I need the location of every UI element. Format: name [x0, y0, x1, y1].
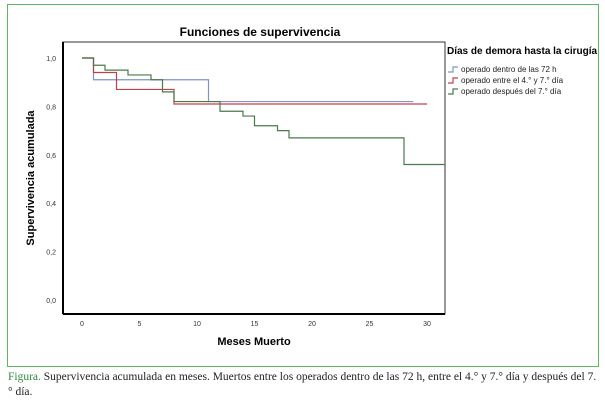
figure-frame [7, 4, 599, 367]
x-axis-label: Meses Muerto [217, 336, 291, 348]
y-tick-label: 0,2 [46, 250, 56, 257]
legend-swatch [448, 66, 458, 73]
survival-chart: Funciones de supervivencia Supervivencia… [25, 25, 597, 348]
legend-title: Días de demora hasta la cirugía [447, 46, 597, 57]
y-tick-label: 0,8 [46, 104, 56, 111]
legend-item-label: operado entre el 4.° y 7.° día [461, 76, 564, 85]
x-tick-label: 15 [251, 321, 259, 328]
legend-item-label: operado después del 7.° día [461, 87, 562, 96]
y-tick-label: 0,4 [46, 201, 56, 208]
figure-caption: Figura. Supervivencia acumulada en meses… [8, 370, 598, 400]
caption-text: Supervivencia acumulada en meses. Muerto… [8, 371, 597, 398]
y-axis-label: Supervivencia acumulada [25, 110, 37, 246]
x-tick-label: 25 [366, 321, 374, 328]
x-tick-label: 0 [80, 321, 84, 328]
y-tick-label: 1,0 [46, 56, 56, 63]
x-tick-label: 5 [138, 321, 142, 328]
x-tick-label: 30 [423, 321, 431, 328]
legend: operado dentro de las 72 h operado entre … [448, 65, 564, 96]
legend-item-label: operado dentro de las 72 h [461, 65, 557, 74]
x-tick-label: 20 [308, 321, 316, 328]
survival-curve-3 [82, 57, 445, 166]
legend-swatch [448, 77, 458, 84]
chart-title: Funciones de supervivencia [180, 25, 341, 39]
plot-area [62, 41, 446, 315]
legend-swatch [448, 88, 458, 95]
y-tick-label: 0,0 [46, 298, 56, 305]
y-tick-label: 0,6 [46, 153, 56, 160]
x-tick-label: 10 [193, 321, 201, 328]
caption-label: Figura. [8, 371, 41, 383]
